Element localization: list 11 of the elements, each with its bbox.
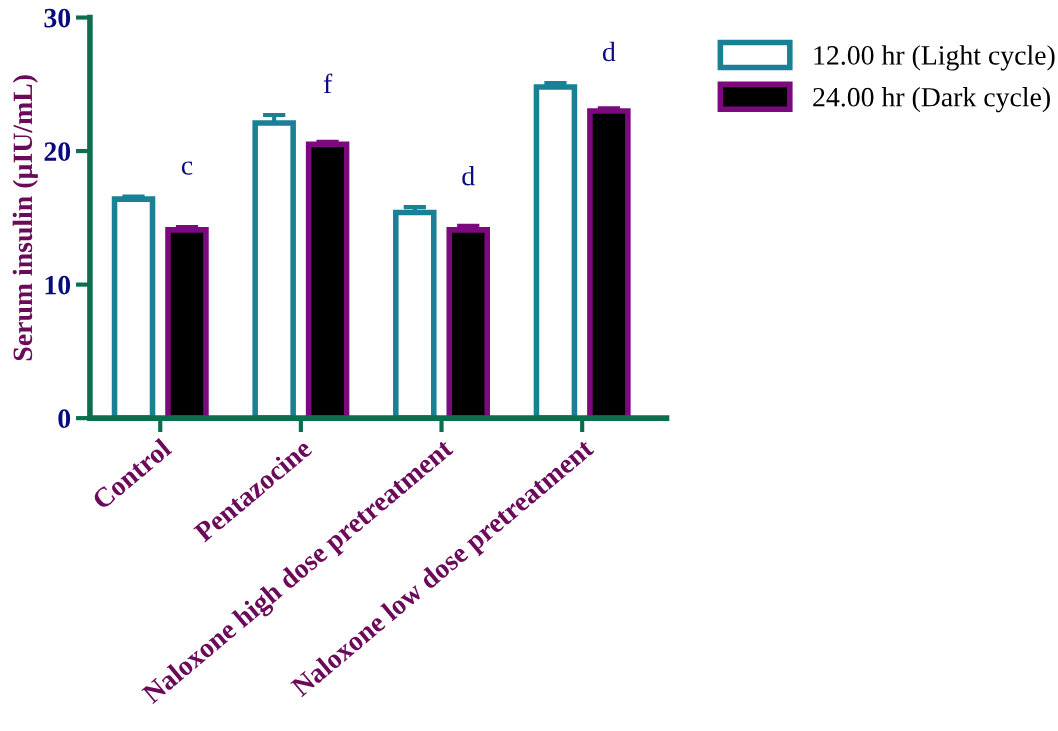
y-axis-title: Serum insulin (µIU/mL) [12,75,38,361]
y-tick-label: 20 [44,142,71,161]
y-tick-label: 10 [45,275,71,295]
legend-label: 24.00 hr (Dark cycle) [813,87,1050,113]
legend-label: 12.00 hr (Light cycle) [814,45,1055,71]
annotation: d [462,165,475,186]
y-tick-label: 30 [44,8,71,28]
annotation: c [181,161,193,175]
y-tick-label: 0 [58,409,71,429]
annotation: f [323,73,333,94]
annotation: d [602,41,616,62]
